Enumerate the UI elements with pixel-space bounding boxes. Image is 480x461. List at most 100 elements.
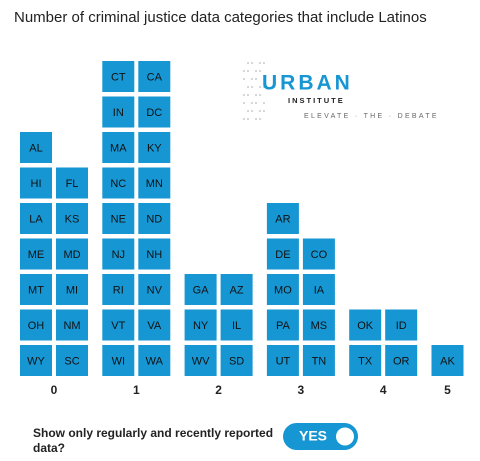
tile-label: VT xyxy=(111,320,125,332)
tile xyxy=(266,203,299,234)
tile-label: OK xyxy=(357,320,374,332)
logo-dot xyxy=(259,118,261,120)
logo-dot xyxy=(255,78,257,80)
x-tick-label: 5 xyxy=(444,383,451,397)
tile xyxy=(302,309,335,341)
tile xyxy=(266,309,299,341)
tile xyxy=(431,345,464,376)
tile-label: DC xyxy=(146,107,162,119)
logo-dot xyxy=(259,110,261,112)
logo-tagline: ELEVATE · THE · DEBATE xyxy=(304,113,439,120)
tile xyxy=(302,345,335,376)
x-tick-label: 2 xyxy=(215,383,222,397)
tile-label: FL xyxy=(66,178,79,190)
tile-label: CT xyxy=(111,71,126,83)
logo-dot xyxy=(243,70,245,72)
tile xyxy=(138,203,171,234)
toggle-label[interactable]: YES xyxy=(299,428,327,444)
logo-dot xyxy=(255,94,257,96)
logo-dot xyxy=(247,110,249,112)
logo-dot xyxy=(251,102,253,104)
logo-dot xyxy=(263,78,265,80)
tile-label: MS xyxy=(311,320,328,332)
tile-label: OH xyxy=(28,320,45,332)
tile-label: MT xyxy=(28,284,44,296)
tile xyxy=(302,274,335,305)
tile xyxy=(385,345,418,376)
x-tick-label: 3 xyxy=(298,383,305,397)
tile-label: NE xyxy=(111,213,126,225)
tile-label: WA xyxy=(146,355,164,367)
logo: URBAN INSTITUTE ELEVATE · THE · DEBATE xyxy=(243,62,439,120)
tile-label: NY xyxy=(193,320,209,332)
tile xyxy=(56,238,88,270)
tile xyxy=(220,309,253,341)
tile-label: GA xyxy=(193,284,210,296)
tile xyxy=(20,345,52,376)
tile-label: MN xyxy=(146,178,163,190)
tile xyxy=(20,132,52,163)
tile-label: ME xyxy=(28,249,45,261)
tile-label: ND xyxy=(146,213,162,225)
tile xyxy=(220,345,253,376)
tile xyxy=(102,61,135,92)
tile-label: CA xyxy=(147,71,163,83)
logo-dot xyxy=(259,62,261,64)
logo-dot xyxy=(259,94,261,96)
tile-label: MA xyxy=(110,142,127,154)
x-tick-label: 0 xyxy=(51,383,58,397)
tile-label: CO xyxy=(311,249,328,261)
tile-label: WV xyxy=(192,355,210,367)
logo-dot xyxy=(251,110,253,112)
tile xyxy=(138,274,171,305)
tile xyxy=(349,345,382,376)
logo-dot xyxy=(255,102,257,104)
tile xyxy=(266,274,299,305)
logo-dot xyxy=(259,86,261,88)
tile xyxy=(302,238,335,270)
tile-label: AK xyxy=(440,355,455,367)
logo-dots xyxy=(243,62,265,120)
tile-label: PA xyxy=(276,320,291,332)
logo-dot xyxy=(263,110,265,112)
tile xyxy=(56,345,88,376)
tile xyxy=(56,203,88,234)
logo-name: URBAN xyxy=(262,72,353,95)
x-tick-label: 4 xyxy=(380,383,387,397)
tile xyxy=(266,238,299,270)
logo-dot xyxy=(263,86,265,88)
logo-dot xyxy=(247,86,249,88)
tile xyxy=(184,345,217,376)
tile xyxy=(138,238,171,270)
toggle-knob[interactable] xyxy=(336,427,354,446)
tile-label: AL xyxy=(29,142,42,154)
tile-label: MO xyxy=(274,284,292,296)
toggle-question: data? xyxy=(33,441,65,455)
tile-label: NM xyxy=(63,320,80,332)
logo-dot xyxy=(255,118,257,120)
tile-label: OR xyxy=(393,355,410,367)
tile xyxy=(138,132,171,163)
tile-label: SD xyxy=(229,355,244,367)
tile xyxy=(20,238,52,270)
tile xyxy=(349,309,382,341)
tile-label: TN xyxy=(312,355,327,367)
chart-title: Number of criminal justice data categori… xyxy=(14,9,427,26)
logo-dot xyxy=(247,118,249,120)
tile xyxy=(138,61,171,92)
tile-label: KY xyxy=(147,142,162,154)
tile xyxy=(56,309,88,341)
tile xyxy=(138,345,171,376)
toggle-question: Show only regularly and recently reporte… xyxy=(33,426,273,440)
tile-label: UT xyxy=(276,355,291,367)
tile-label: HI xyxy=(31,178,42,190)
tile-label: LA xyxy=(29,213,43,225)
tile xyxy=(56,167,88,199)
tile xyxy=(102,167,135,199)
toggle[interactable]: YES xyxy=(283,423,358,450)
tile-label: AZ xyxy=(230,284,244,296)
tile xyxy=(20,274,52,305)
x-tick-label: 1 xyxy=(133,383,140,397)
tile xyxy=(102,345,135,376)
tile xyxy=(102,238,135,270)
